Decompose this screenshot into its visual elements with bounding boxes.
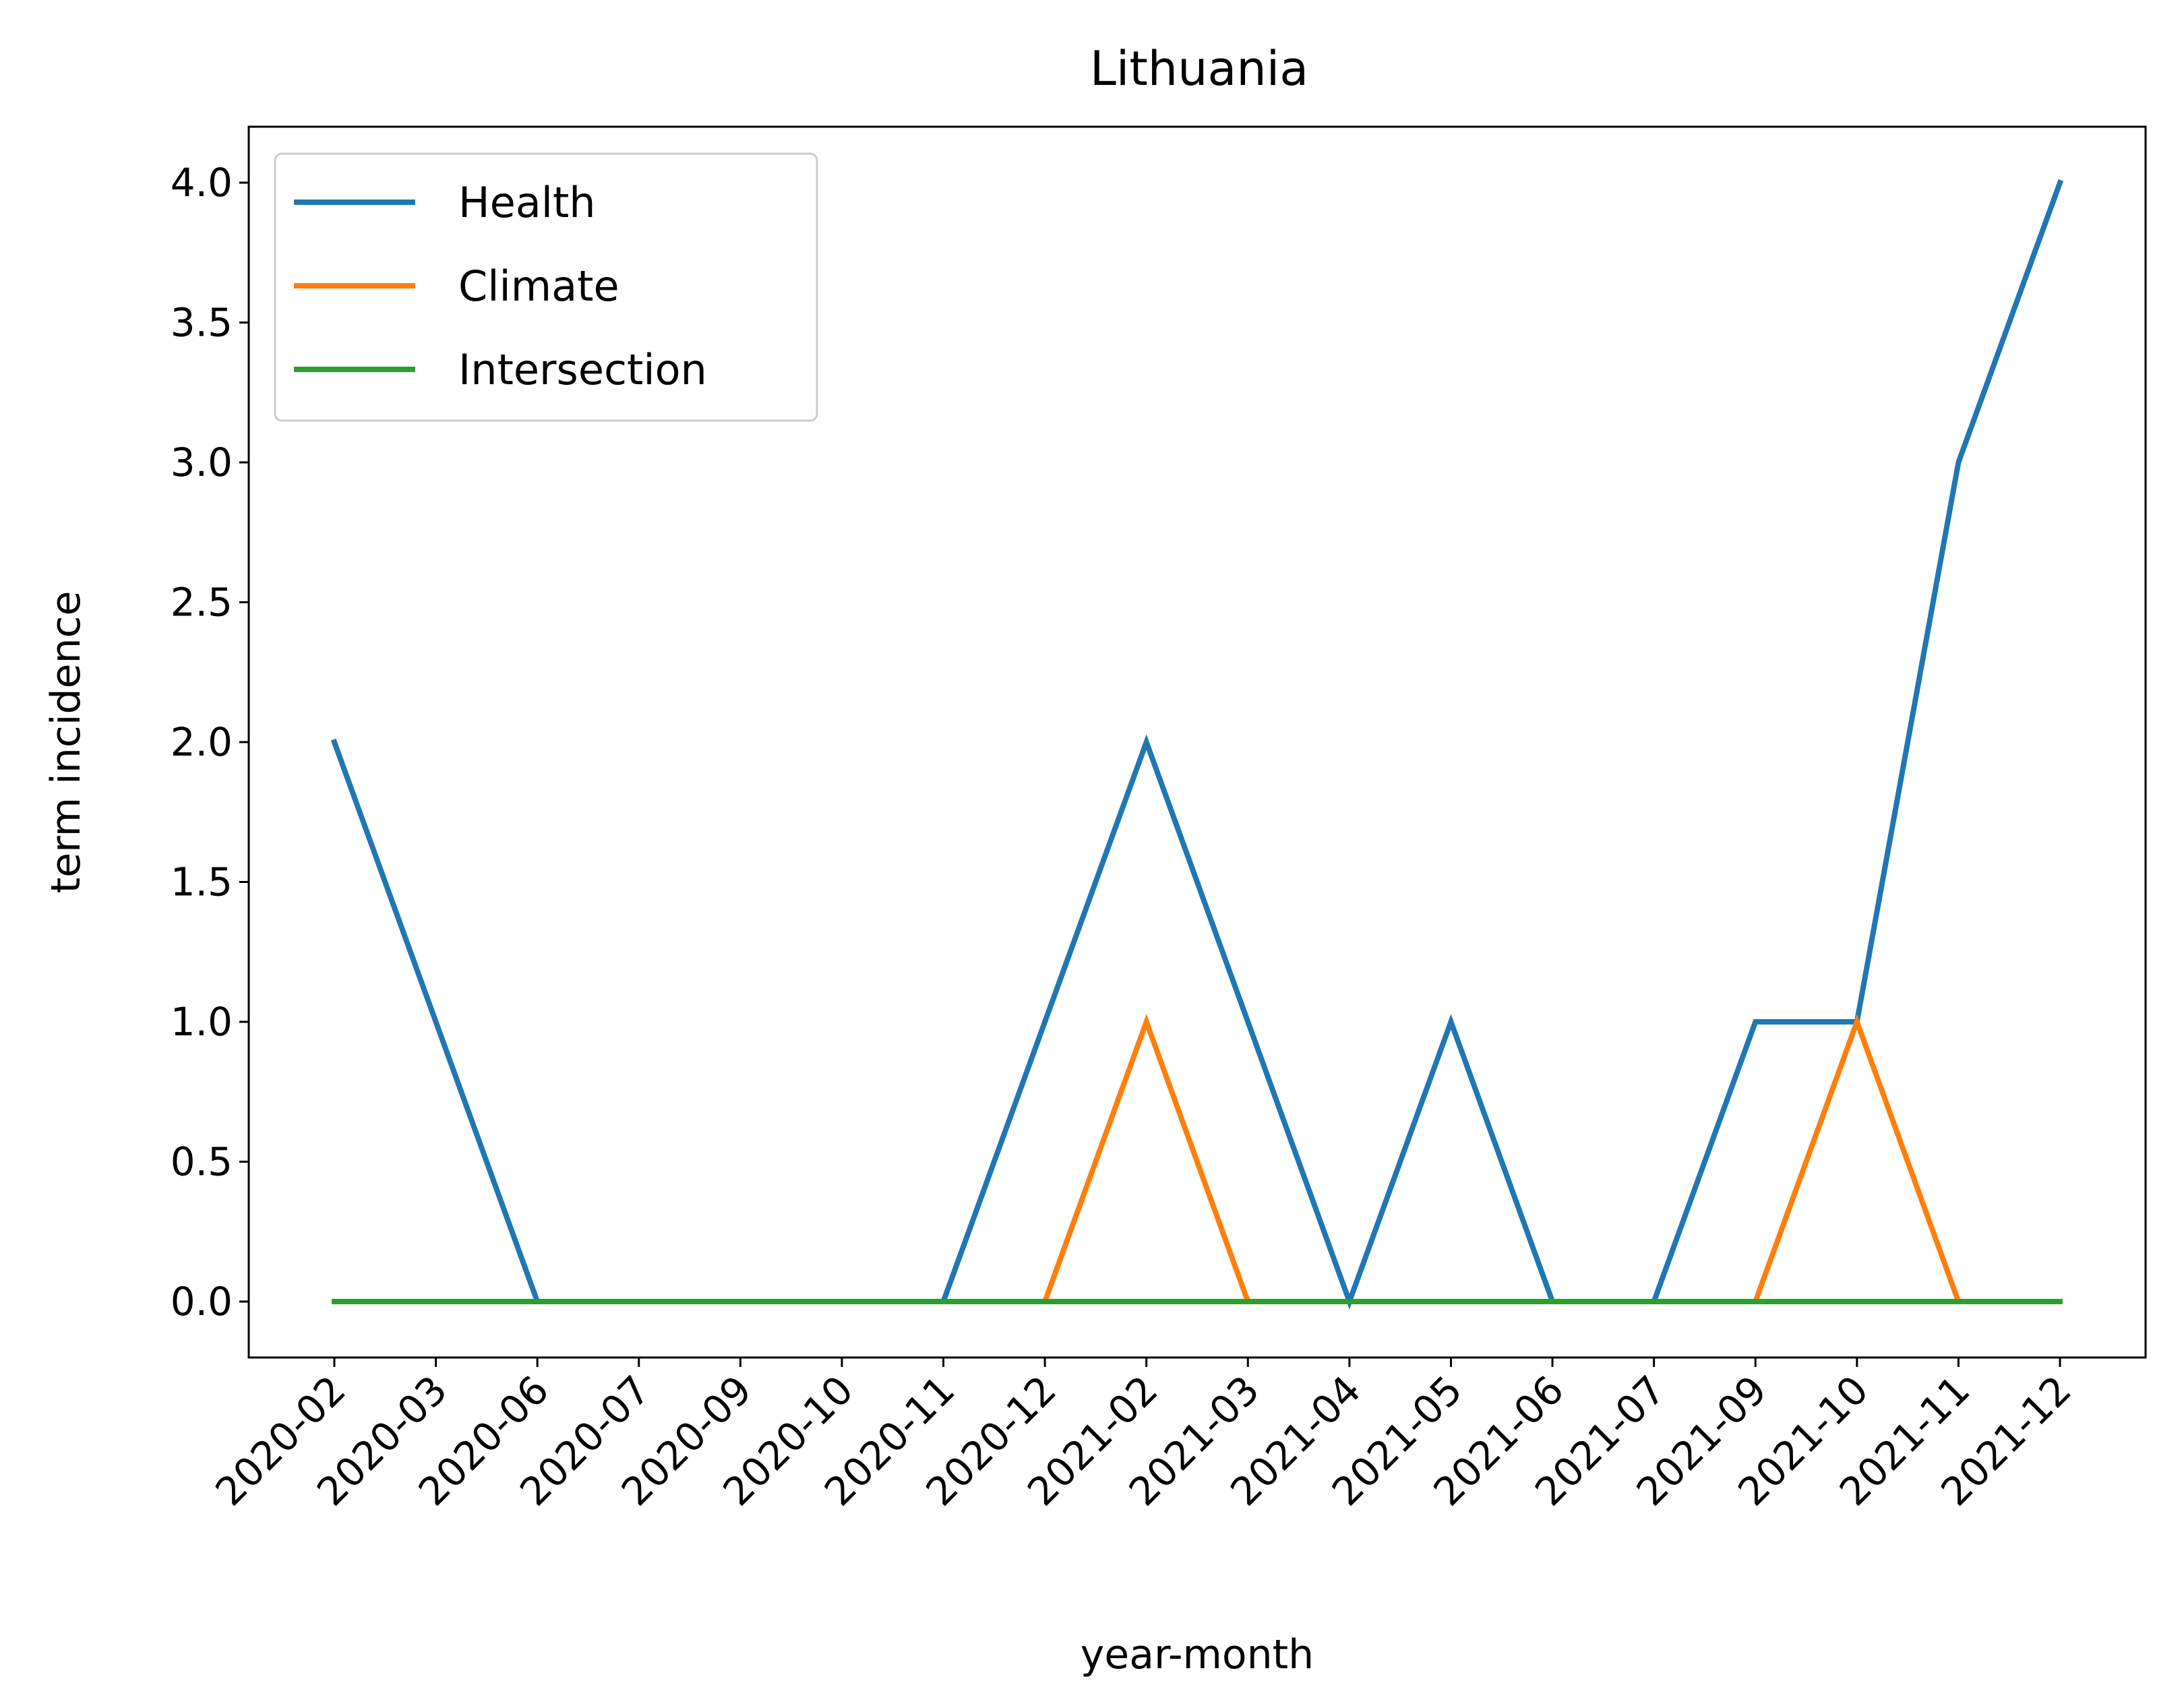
x-axis-ticks: 2020-022020-032020-062020-072020-092020-… <box>206 1358 2080 1515</box>
y-axis-label: term incidence <box>42 591 90 894</box>
y-tick-label: 2.0 <box>171 719 233 765</box>
plot-frame <box>247 125 2147 1359</box>
chart-title: Lithuania <box>1090 41 1308 96</box>
y-tick-label: 4.0 <box>171 160 233 206</box>
y-tick-label: 1.5 <box>171 859 233 905</box>
y-tick-label: 1.0 <box>171 999 233 1045</box>
series-lines <box>330 179 2064 1310</box>
legend-frame <box>274 152 818 422</box>
legend-label-intersection: Intersection <box>458 345 707 394</box>
legend: Health Climate Intersection <box>274 152 818 422</box>
series-line-climate <box>332 1014 2063 1304</box>
y-tick-label: 0.5 <box>171 1139 233 1185</box>
y-axis-ticks: 0.0 0.5 1.0 1.5 2.0 2.5 3.0 3.5 4.0 <box>171 160 249 1324</box>
y-tick-label: 0.0 <box>171 1279 233 1324</box>
legend-label-health: Health <box>458 178 596 227</box>
y-tick-label: 2.5 <box>171 580 233 626</box>
y-tick-label: 3.5 <box>171 300 233 346</box>
legend-label-climate: Climate <box>458 262 619 311</box>
x-axis-label: year-month <box>1081 1631 1314 1678</box>
y-tick-label: 3.0 <box>171 439 233 485</box>
